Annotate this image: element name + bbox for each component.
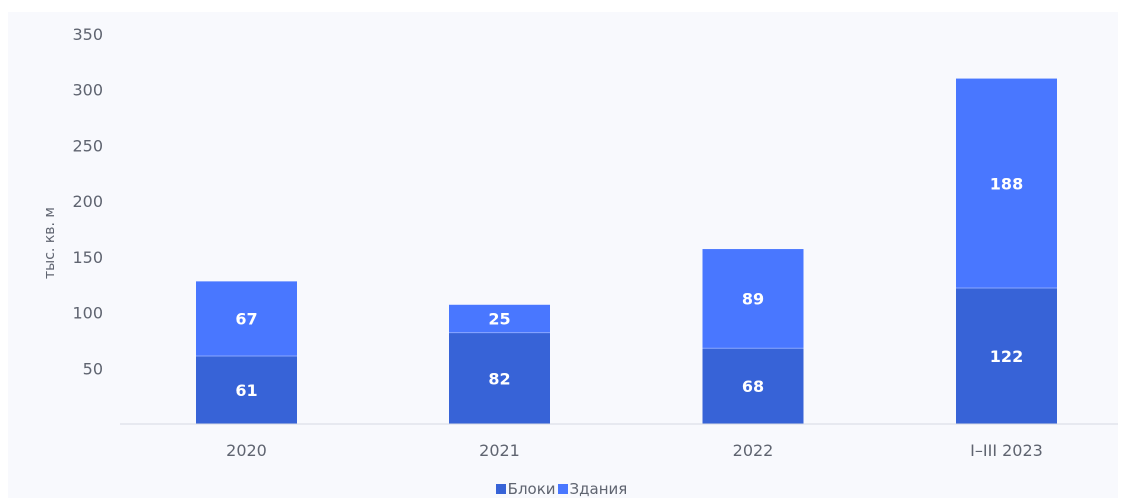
legend: Блоки Здания <box>0 480 1123 498</box>
y-tick-label: 200 <box>72 192 103 211</box>
bar-segment-zdaniya <box>449 304 550 333</box>
bar-data-label: 82 <box>488 369 510 388</box>
bar-data-label: 188 <box>990 174 1023 193</box>
bar-segment-zdaniya <box>702 249 804 349</box>
x-tick-label: 2022 <box>733 441 774 460</box>
x-tick-label: 2021 <box>479 441 520 460</box>
bar-data-label: 67 <box>235 310 257 329</box>
y-tick-label: 350 <box>72 25 103 44</box>
bar-data-label: 25 <box>488 310 510 329</box>
bar-segment-bloki <box>196 356 297 424</box>
bar-data-label: 122 <box>990 347 1023 366</box>
bar-data-label: 61 <box>235 381 257 400</box>
y-axis-title: тыс. кв. м <box>42 207 58 279</box>
x-tick-label: I–III 2023 <box>970 441 1043 460</box>
y-tick-label: 250 <box>72 136 103 155</box>
bar-segment-zdaniya <box>196 281 297 357</box>
y-axis-ticks: 50 100 150 200 250 300 350 <box>72 25 103 378</box>
plot-background <box>8 12 1118 498</box>
legend-item[interactable]: Здания <box>557 480 628 498</box>
bar-data-label: 68 <box>742 377 764 396</box>
legend-item[interactable]: Блоки <box>495 480 556 498</box>
legend-swatch <box>495 484 506 494</box>
x-axis-ticks: 2020 2021 2022 I–III 2023 <box>226 441 1043 460</box>
bar-segment-bloki <box>449 332 550 424</box>
y-tick-label: 100 <box>72 304 103 323</box>
legend-swatch <box>557 484 568 494</box>
bar-data-label: 89 <box>742 290 764 309</box>
legend-label: Блоки <box>507 480 556 498</box>
bars: 61 67 82 25 68 89 122 188 <box>196 78 1057 424</box>
bar-segment-bloki <box>702 348 804 424</box>
y-tick-label: 50 <box>83 359 103 378</box>
y-tick-label: 300 <box>72 81 103 100</box>
y-tick-label: 150 <box>72 248 103 267</box>
legend-label: Здания <box>569 480 628 498</box>
bar-segment-zdaniya <box>956 78 1057 289</box>
x-tick-label: 2020 <box>226 441 267 460</box>
bar-segment-bloki <box>956 288 1057 424</box>
